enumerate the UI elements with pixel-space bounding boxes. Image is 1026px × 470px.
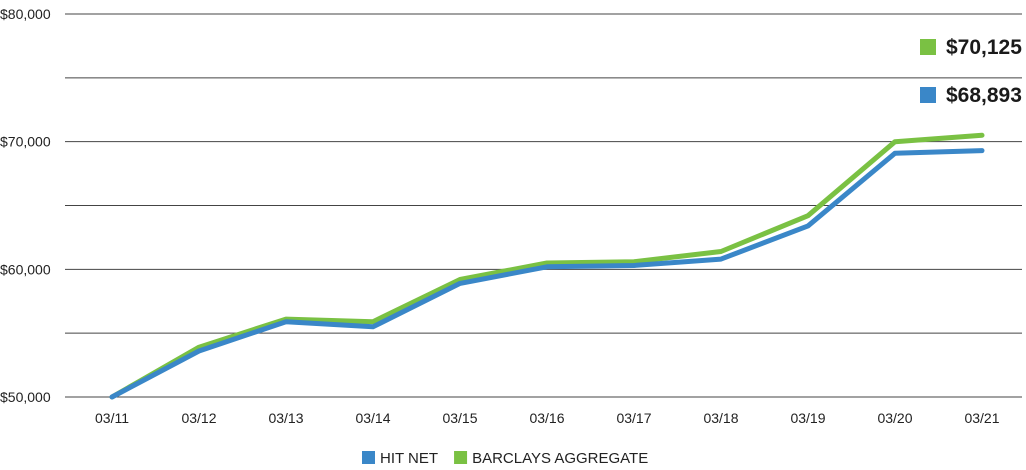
end-value-label: $68,893 <box>946 84 1022 107</box>
y-tick-label: $80,000 <box>0 6 51 22</box>
x-tick-label: 03/13 <box>268 410 303 426</box>
series-lines <box>109 132 985 400</box>
end-label-swatch <box>920 39 936 55</box>
x-tick-label: 03/16 <box>529 410 564 426</box>
y-axis-ticks: $50,000 $60,000 $70,000 $80,000 <box>0 6 51 405</box>
legend-label: HIT NET <box>380 450 438 467</box>
legend-label: BARCLAYS AGGREGATE <box>472 450 648 467</box>
x-tick-label: 03/19 <box>790 410 825 426</box>
legend-swatch <box>362 451 375 464</box>
end-value-labels: $70,125 $68,893 <box>920 36 1022 107</box>
x-tick-label: 03/20 <box>877 410 912 426</box>
x-tick-label: 03/15 <box>442 410 477 426</box>
x-tick-label: 03/21 <box>964 410 999 426</box>
series-line <box>109 132 985 400</box>
end-value-label: $70,125 <box>946 36 1022 59</box>
x-tick-label: 03/12 <box>181 410 216 426</box>
x-tick-label: 03/18 <box>703 410 738 426</box>
y-tick-label: $60,000 <box>0 261 51 277</box>
series-line <box>109 148 985 400</box>
end-label-swatch <box>920 87 936 103</box>
y-tick-label: $70,000 <box>0 134 51 150</box>
y-tick-label: $50,000 <box>0 389 51 405</box>
x-axis-ticks: 03/11 03/12 03/13 03/14 03/15 03/16 03/17 03/18… <box>95 410 1000 426</box>
grid-lines <box>65 13 1022 398</box>
legend-swatch <box>454 451 468 464</box>
x-tick-label: 03/11 <box>95 410 129 426</box>
x-tick-label: 03/14 <box>355 410 390 426</box>
legend: HIT NET BARCLAYS AGGREGATE <box>362 450 648 467</box>
x-tick-label: 03/17 <box>616 410 651 426</box>
